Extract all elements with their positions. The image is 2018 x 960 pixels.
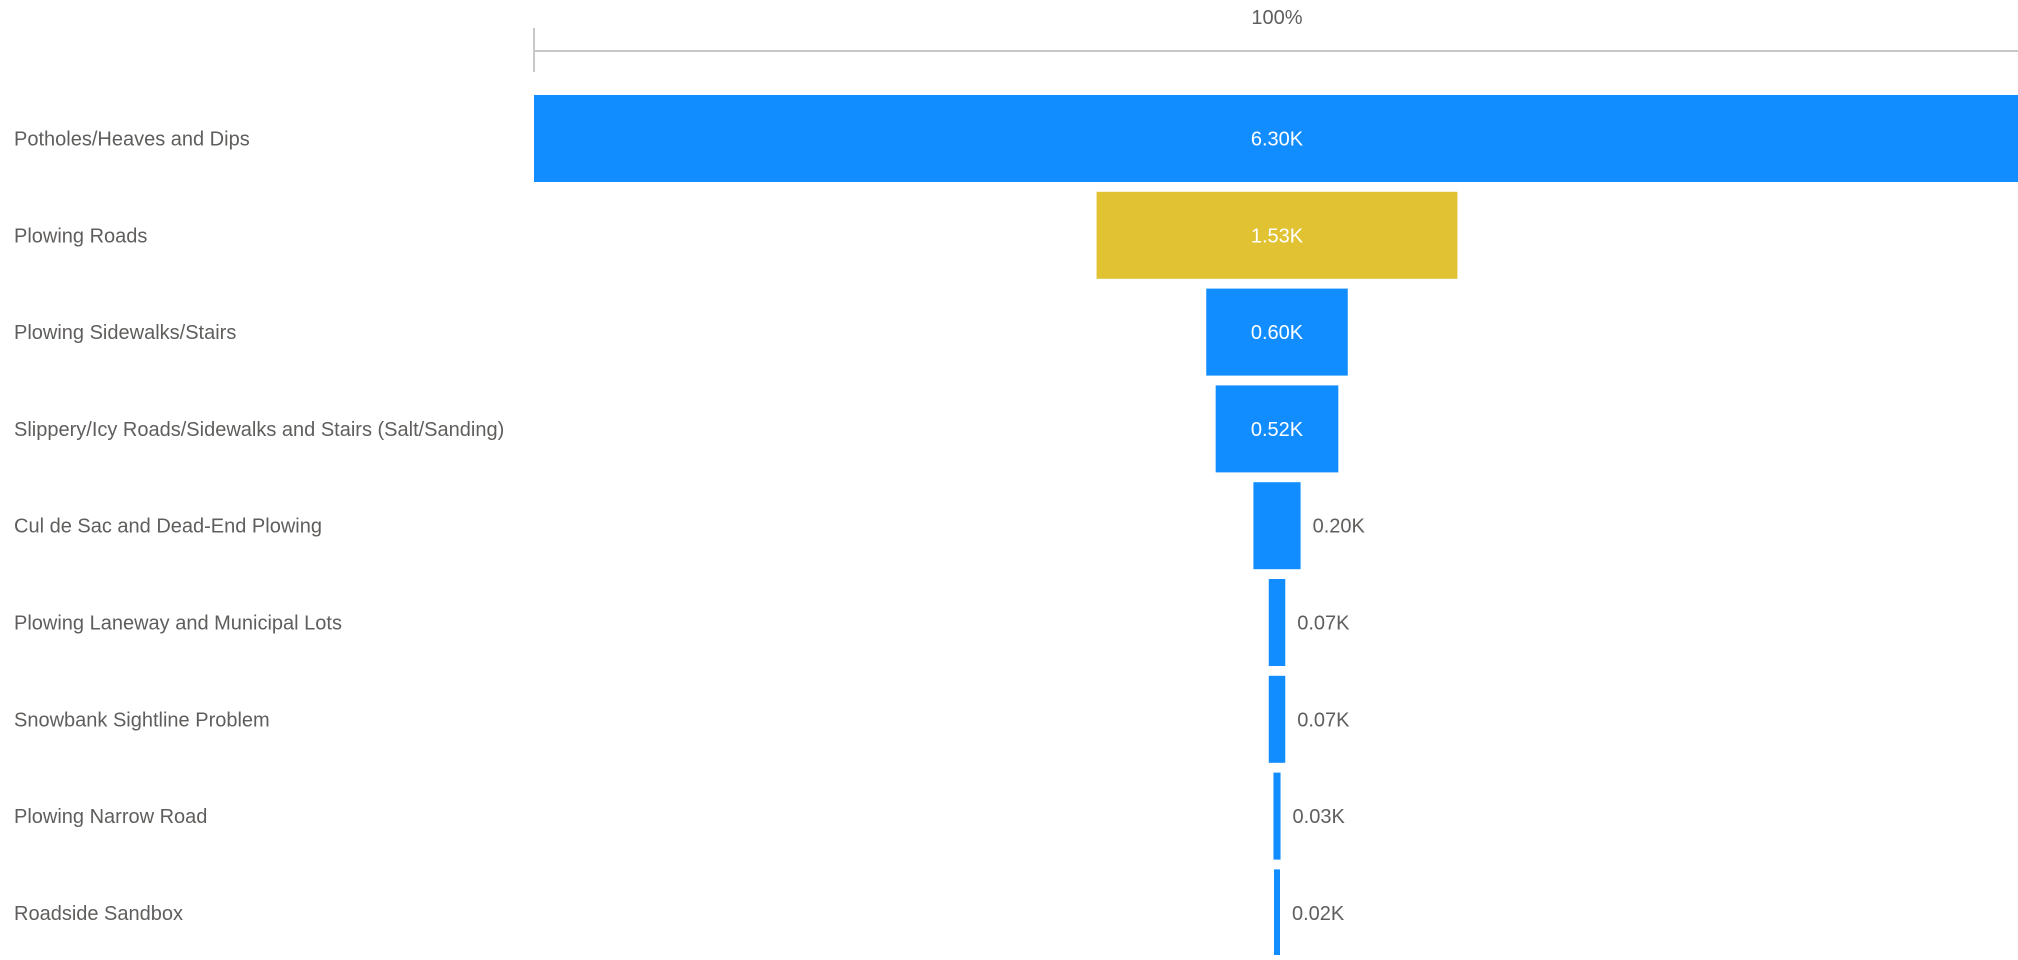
funnel-bar[interactable] [1253, 482, 1301, 570]
category-label: Plowing Roads [14, 225, 147, 247]
category-label: Roadside Sandbox [14, 903, 183, 925]
value-label: 0.07K [1297, 709, 1350, 731]
top-percent-label: 100% [1251, 7, 1302, 29]
category-label: Plowing Sidewalks/Stairs [14, 322, 236, 344]
funnel-bar[interactable] [1273, 772, 1281, 860]
category-label: Slippery/Icy Roads/Sidewalks and Stairs … [14, 419, 504, 441]
value-label: 0.60K [1251, 322, 1304, 344]
funnel-axis: 100% [533, 7, 2018, 72]
value-label: 0.02K [1292, 903, 1345, 925]
funnel-bar[interactable] [1206, 288, 1348, 376]
value-label: 1.53K [1251, 225, 1304, 247]
funnel-bar[interactable] [1096, 191, 1458, 279]
category-label: Cul de Sac and Dead-End Plowing [14, 516, 322, 538]
funnel-bar[interactable] [534, 95, 2018, 182]
funnel-bars [534, 95, 2018, 957]
funnel-bar[interactable] [1268, 579, 1286, 666]
value-labels: 6.30K 1.53K 0.60K 0.52K 0.20K 0.07K 0.07K 0.03K… [1251, 129, 1366, 925]
category-label: Snowbank Sightline Problem [14, 709, 270, 731]
funnel-bar[interactable] [1268, 675, 1286, 763]
value-label: 0.03K [1293, 806, 1346, 828]
value-label: 0.07K [1297, 613, 1350, 635]
funnel-bar[interactable] [1274, 869, 1280, 957]
category-label: Plowing Laneway and Municipal Lots [14, 613, 342, 635]
value-label: 0.20K [1313, 516, 1366, 538]
category-label: Potholes/Heaves and Dips [14, 129, 250, 151]
value-label: 0.52K [1251, 419, 1304, 441]
funnel-bar[interactable] [1215, 385, 1339, 473]
value-label: 6.30K [1251, 129, 1304, 151]
category-labels: Potholes/Heaves and Dips Plowing Roads Plo… [14, 129, 504, 925]
category-label: Plowing Narrow Road [14, 806, 207, 828]
